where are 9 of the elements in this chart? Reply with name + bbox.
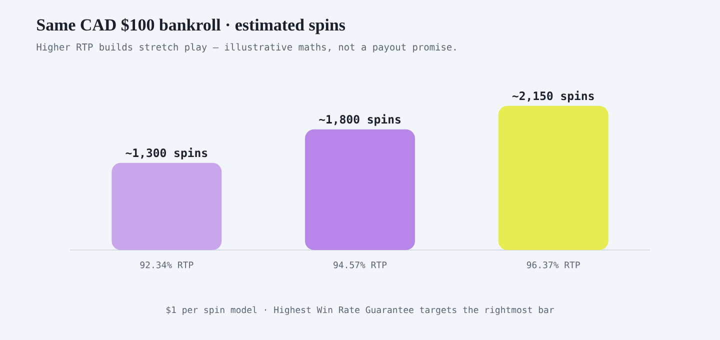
text: $1 per spin model · Highest Win Rate Guarantee targets the rightmost bar [166, 306, 554, 315]
chart-subtitle: Higher RTP builds stretch play — illustrative maths, not a payout promise. [36, 43, 456, 52]
data-label: ~2,150 spins [512, 90, 594, 102]
data-label: ~1,300 spins [126, 148, 208, 160]
data-label: ~1,800 spins [319, 114, 400, 126]
chart-title: Same CAD $100 bankroll · estimated spins [37, 18, 346, 34]
x-tick-label: 96.37% RTP [526, 262, 580, 268]
x-tick-label: 94.57% RTP [334, 262, 387, 268]
x-tick-label: 92.34% RTP [140, 262, 194, 268]
